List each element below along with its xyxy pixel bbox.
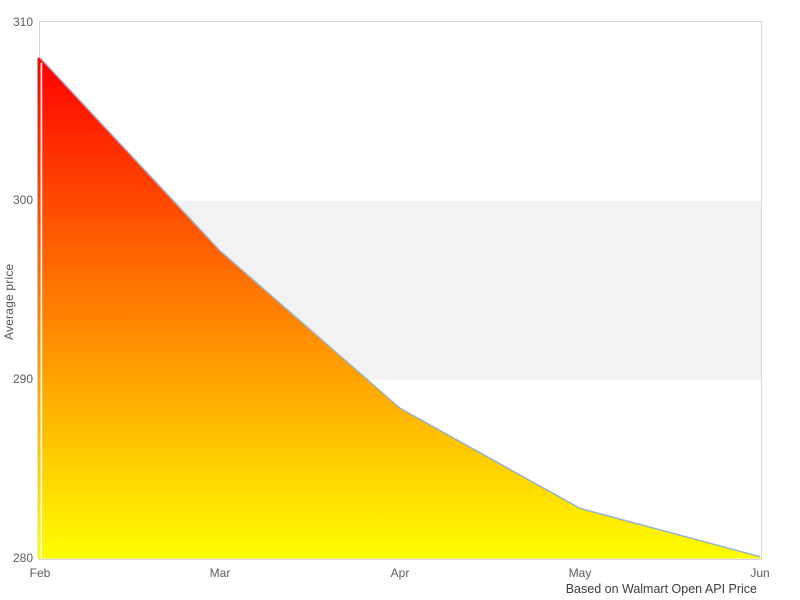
y-tick-label: 290 [12, 372, 33, 386]
y-tick-label: 280 [12, 551, 33, 565]
y-tick-label: 310 [12, 15, 33, 29]
plot-area [37, 21, 762, 560]
chart-caption: Based on Walmart Open API Price [565, 582, 757, 596]
x-tick-label: Mar [209, 566, 231, 580]
x-tick-label: Feb [29, 566, 51, 580]
area-chart-canvas [37, 57, 761, 559]
x-tick-label: Jun [750, 566, 770, 580]
y-axis-title: Average price [2, 263, 16, 340]
x-tick-label: Apr [390, 566, 410, 580]
y-tick-label: 300 [12, 193, 33, 207]
area-fill [37, 57, 760, 559]
series-line [39, 57, 761, 558]
x-tick-label: May [568, 566, 592, 580]
